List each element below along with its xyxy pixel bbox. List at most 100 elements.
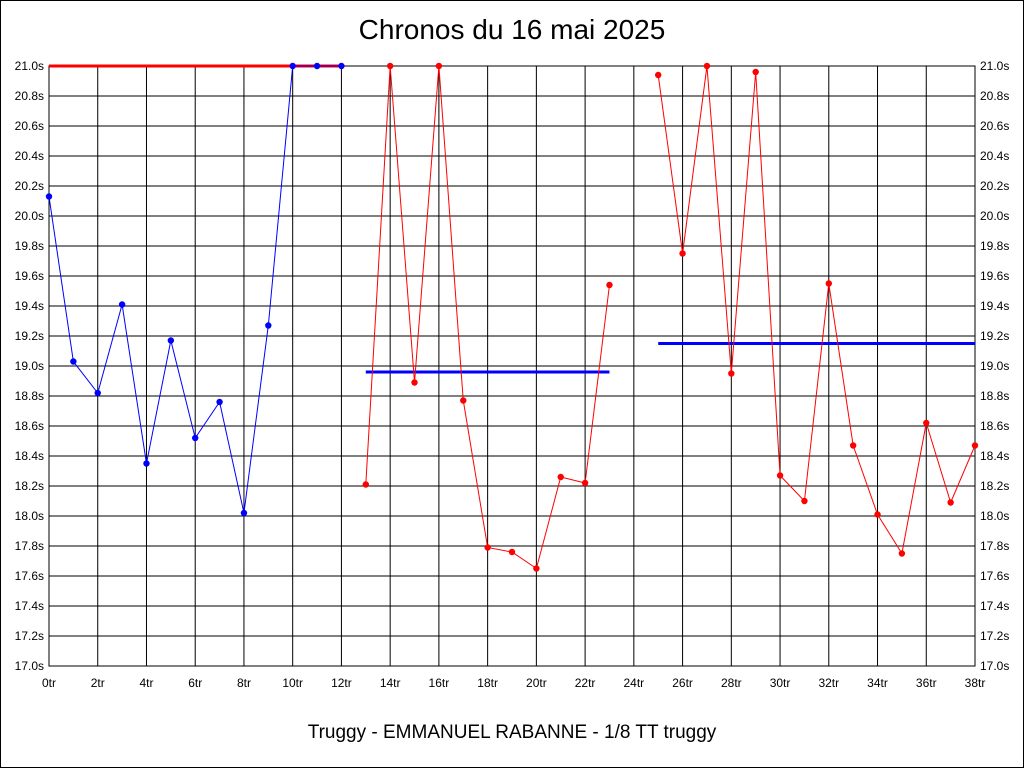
y-tick-label-right: 18.0s bbox=[980, 509, 1009, 523]
data-point bbox=[435, 62, 443, 70]
y-tick-label-right: 19.8s bbox=[980, 239, 1009, 253]
y-tick-label-right: 18.8s bbox=[980, 389, 1009, 403]
y-tick-label-right: 17.0s bbox=[980, 659, 1009, 673]
data-point bbox=[581, 479, 589, 487]
data-point bbox=[45, 193, 53, 200]
data-point bbox=[655, 71, 662, 79]
x-tick-label: 32tr bbox=[818, 676, 839, 690]
x-tick-label: 20tr bbox=[526, 676, 547, 690]
plot-area-border bbox=[48, 65, 976, 667]
data-point bbox=[703, 62, 711, 70]
data-point bbox=[216, 398, 223, 406]
data-point bbox=[849, 442, 857, 449]
y-tick-label-left: 19.0s bbox=[15, 359, 44, 373]
data-point bbox=[776, 472, 784, 479]
y-tick-label-left: 17.4s bbox=[15, 599, 44, 613]
y-tick-label-right: 18.6s bbox=[980, 419, 1009, 433]
data-point bbox=[679, 250, 686, 257]
x-tick-label: 22tr bbox=[575, 676, 596, 690]
data-point bbox=[923, 419, 930, 427]
y-tick-label-right: 21.0s bbox=[980, 59, 1009, 73]
x-tick-label: 0tr bbox=[42, 676, 56, 690]
y-tick-label-left: 18.2s bbox=[15, 479, 44, 493]
series-3-line bbox=[657, 65, 976, 555]
x-tick-label: 6tr bbox=[188, 676, 202, 690]
y-tick-label-right: 19.2s bbox=[980, 329, 1009, 343]
y-tick-label-left: 21.0s bbox=[15, 59, 44, 73]
data-point bbox=[289, 62, 296, 70]
y-tick-label-right: 20.6s bbox=[980, 119, 1009, 133]
y-tick-label-left: 18.4s bbox=[15, 449, 44, 463]
y-tick-label-right: 20.4s bbox=[980, 149, 1009, 163]
data-point bbox=[143, 460, 150, 467]
x-tick-label: 38tr bbox=[965, 676, 986, 690]
x-tick-label: 4tr bbox=[139, 676, 153, 690]
x-tick-label: 26tr bbox=[672, 676, 693, 690]
y-tick-label-left: 17.6s bbox=[15, 569, 44, 583]
x-tick-label: 10tr bbox=[282, 676, 303, 690]
x-tick-label: 14tr bbox=[380, 676, 401, 690]
data-point bbox=[386, 62, 394, 70]
x-tick-label: 2tr bbox=[91, 676, 105, 690]
data-point bbox=[240, 509, 248, 517]
chart-title: Chronos du 16 mai 2025 bbox=[358, 14, 666, 45]
data-point bbox=[508, 548, 516, 556]
x-tick-label: 8tr bbox=[237, 676, 251, 690]
y-tick-label-right: 20.2s bbox=[980, 179, 1009, 193]
y-tick-label-left: 19.6s bbox=[15, 269, 44, 283]
y-tick-label-right: 18.2s bbox=[980, 479, 1009, 493]
data-point bbox=[484, 544, 491, 551]
data-point bbox=[752, 68, 759, 76]
data-point bbox=[971, 442, 979, 449]
y-tick-label-right: 20.0s bbox=[980, 209, 1009, 223]
x-tick-label: 12tr bbox=[331, 676, 352, 690]
y-tick-label-right: 19.6s bbox=[980, 269, 1009, 283]
y-tick-label-left: 19.4s bbox=[15, 299, 44, 313]
y-tick-label-left: 19.8s bbox=[15, 239, 44, 253]
data-point bbox=[947, 499, 954, 506]
data-point bbox=[70, 358, 77, 365]
y-tick-label-right: 19.0s bbox=[980, 359, 1009, 373]
y-tick-label-left: 19.2s bbox=[15, 329, 44, 343]
x-tick-label: 30tr bbox=[770, 676, 791, 690]
x-tick-label: 36tr bbox=[916, 676, 937, 690]
y-tick-label-left: 17.0s bbox=[15, 659, 44, 673]
x-tick-label: 18tr bbox=[477, 676, 498, 690]
y-tick-label-right: 18.4s bbox=[980, 449, 1009, 463]
y-tick-label-right: 20.8s bbox=[980, 89, 1009, 103]
data-point bbox=[533, 565, 540, 572]
x-tick-label: 28tr bbox=[721, 676, 742, 690]
data-point bbox=[94, 389, 101, 397]
y-tick-label-left: 20.0s bbox=[15, 209, 44, 223]
y-tick-label-left: 20.8s bbox=[15, 89, 44, 103]
data-point bbox=[825, 280, 832, 287]
y-tick-label-left: 20.2s bbox=[15, 179, 44, 193]
data-point bbox=[192, 434, 199, 442]
data-point bbox=[338, 62, 345, 70]
x-tick-label: 34tr bbox=[867, 676, 888, 690]
y-tick-label-right: 17.6s bbox=[980, 569, 1009, 583]
y-tick-label-right: 17.4s bbox=[980, 599, 1009, 613]
x-tick-label: 24tr bbox=[623, 676, 644, 690]
y-tick-label-left: 18.8s bbox=[15, 389, 44, 403]
chart-footer: Truggy - EMMANUEL RABANNE - 1/8 TT trugg… bbox=[307, 722, 717, 743]
data-point bbox=[460, 397, 467, 404]
data-point bbox=[411, 379, 418, 386]
data-point bbox=[265, 322, 272, 329]
data-point bbox=[167, 337, 175, 344]
data-point bbox=[874, 511, 881, 518]
y-tick-label-right: 17.8s bbox=[980, 539, 1009, 553]
data-point bbox=[606, 281, 613, 289]
data-point bbox=[118, 301, 126, 308]
y-tick-label-left: 18.6s bbox=[15, 419, 44, 433]
data-point bbox=[362, 481, 369, 488]
data-point bbox=[801, 497, 808, 505]
y-tick-label-left: 20.4s bbox=[15, 149, 44, 163]
data-point bbox=[728, 370, 735, 377]
y-tick-label-right: 19.4s bbox=[980, 299, 1009, 313]
y-tick-label-left: 17.2s bbox=[15, 629, 44, 643]
data-point bbox=[313, 62, 321, 70]
data-point bbox=[557, 473, 564, 481]
